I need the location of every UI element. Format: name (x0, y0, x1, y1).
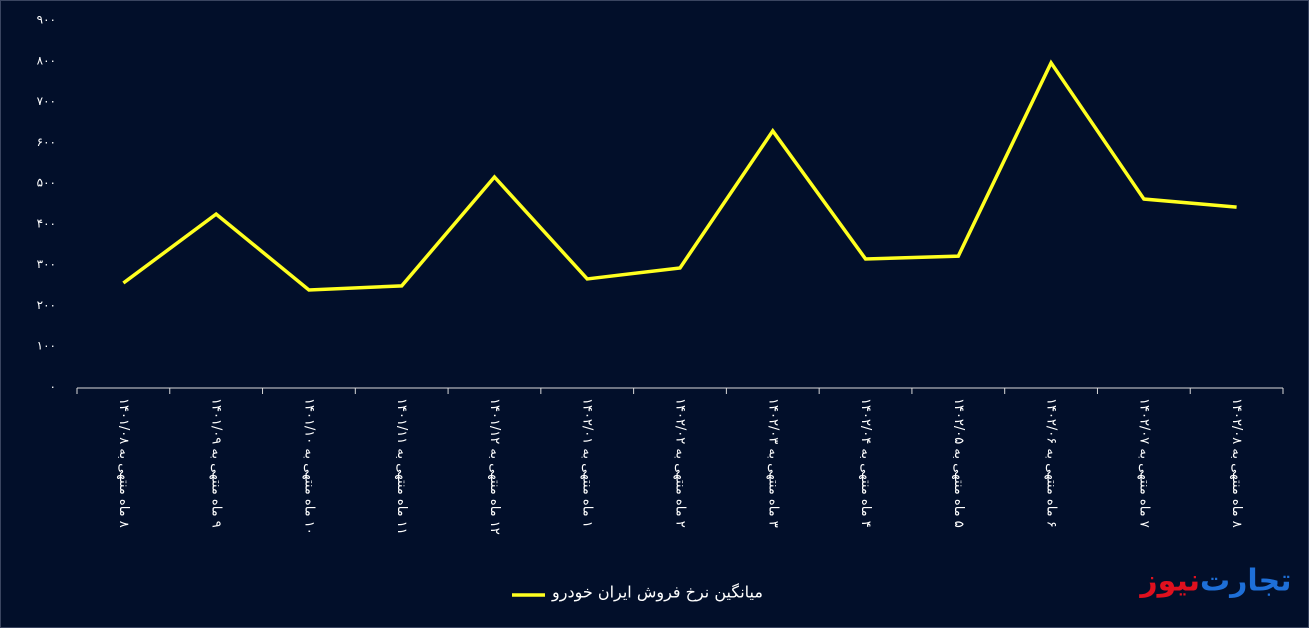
y-tick-label: ۴۰۰ (37, 216, 56, 230)
x-tick-label: ۲ ماه منتهی به ۱۴۰۲/۰۲ (673, 398, 688, 528)
x-tick-label: ۱۱ ماه منتهی به ۱۴۰۱/۱۱ (394, 398, 409, 535)
x-tick-label: ۹ ماه منتهی به ۱۴۰۱/۰۹ (209, 398, 224, 528)
logo-second: نیوز (1138, 564, 1200, 599)
y-tick-label: ۹۰۰ (37, 13, 56, 27)
y-tick-label: ۰ (50, 380, 56, 394)
y-tick-label: ۵۰۰ (37, 176, 56, 190)
legend-label: میانگین نرخ فروش ایران خودرو (551, 583, 763, 603)
y-tick-label: ۳۰۰ (37, 257, 56, 271)
logo: نیوز تجارت (1138, 564, 1291, 599)
series-line (122, 59, 1237, 292)
y-tick-label: ۲۰۰ (37, 298, 56, 312)
x-tick-label: ۴ ماه منتهی به ۱۴۰۲/۰۴ (858, 398, 873, 528)
logo-first: تجارت (1200, 564, 1292, 599)
x-tick-label: ۵ ماه منتهی به ۱۴۰۲/۰۵ (951, 398, 966, 528)
x-tick-label: ۳ ماه منتهی به ۱۴۰۲/۰۳ (765, 398, 780, 528)
y-tick-label: ۸۰۰ (37, 53, 56, 67)
x-tick-label: ۱ ماه منتهی به ۱۴۰۲/۰۱ (580, 398, 595, 528)
y-tick-label: ۷۰۰ (37, 94, 56, 108)
x-tick-label: ۸ ماه منتهی به ۱۴۰۱/۰۸ (116, 398, 131, 528)
y-tick-label: ۶۰۰ (37, 135, 56, 149)
x-tick-label: ۸ ماه منتهی به ۱۴۰۲/۰۸ (1229, 398, 1244, 528)
x-tick-label: ۷ ماه منتهی به ۱۴۰۲/۰۷ (1136, 398, 1151, 528)
x-tick-label: ۶ ماه منتهی به ۱۴۰۲/۰۶ (1044, 398, 1059, 528)
x-tick-label: ۱۲ ماه منتهی به ۱۴۰۱/۱۲ (487, 398, 502, 535)
x-tick-label: ۱۰ ماه منتهی به ۱۴۰۱/۱۰ (301, 398, 316, 535)
y-tick-label: ۱۰۰ (37, 339, 56, 353)
